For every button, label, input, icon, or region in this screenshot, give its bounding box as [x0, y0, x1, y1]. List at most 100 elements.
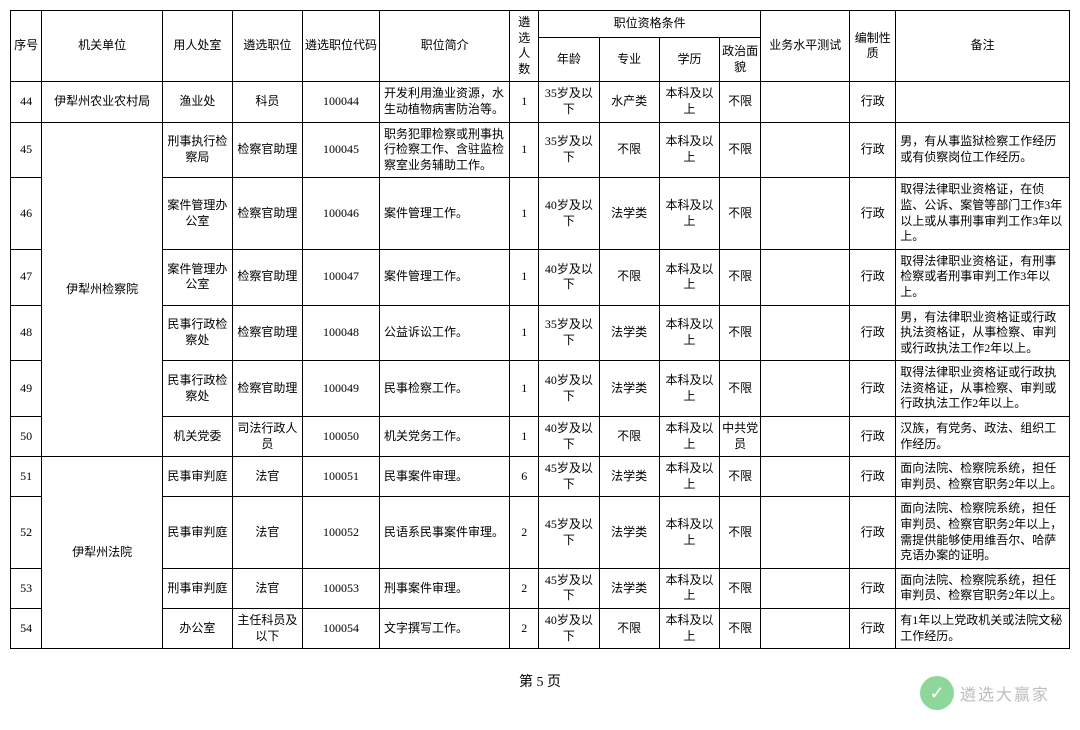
cell-age: 40岁及以下	[539, 249, 599, 305]
cell-pol: 不限	[720, 249, 761, 305]
th-seq: 序号	[11, 11, 42, 82]
cell-cnt: 1	[510, 82, 539, 122]
cell-seq: 54	[11, 609, 42, 649]
cell-type: 行政	[850, 305, 896, 361]
cell-note: 男，有法律职业资格证或行政执法资格证，从事检察、审判或行政执法工作2年以上。	[896, 305, 1070, 361]
cell-cnt: 1	[510, 361, 539, 417]
cell-major: 水产类	[599, 82, 659, 122]
cell-desc: 职务犯罪检察或刑事执行检察工作、含驻监检察室业务辅助工作。	[380, 122, 510, 178]
cell-type: 行政	[850, 178, 896, 249]
th-test: 业务水平测试	[761, 11, 850, 82]
cell-dept: 机关党委	[162, 417, 232, 457]
cell-test	[761, 178, 850, 249]
cell-pos: 检察官助理	[232, 178, 302, 249]
cell-org: 伊犁州检察院	[42, 122, 163, 457]
cell-pos: 检察官助理	[232, 122, 302, 178]
cell-cnt: 1	[510, 249, 539, 305]
cell-age: 40岁及以下	[539, 609, 599, 649]
cell-type: 行政	[850, 609, 896, 649]
cell-desc: 公益诉讼工作。	[380, 305, 510, 361]
cell-seq: 52	[11, 497, 42, 568]
cell-test	[761, 305, 850, 361]
table-row: 44伊犁州农业农村局渔业处科员100044开发利用渔业资源，水生动植物病害防治等…	[11, 82, 1070, 122]
cell-pol: 中共党员	[720, 417, 761, 457]
table-row: 51伊犁州法院民事审判庭法官100051民事案件审理。645岁及以下法学类本科及…	[11, 457, 1070, 497]
cell-seq: 53	[11, 568, 42, 608]
cell-major: 法学类	[599, 497, 659, 568]
th-dept: 用人处室	[162, 11, 232, 82]
th-code: 遴选职位代码	[302, 11, 379, 82]
cell-cnt: 1	[510, 178, 539, 249]
cell-test	[761, 361, 850, 417]
th-edu: 学历	[659, 38, 719, 82]
cell-code: 100045	[302, 122, 379, 178]
cell-type: 行政	[850, 417, 896, 457]
cell-seq: 50	[11, 417, 42, 457]
cell-age: 35岁及以下	[539, 305, 599, 361]
table-row: 47案件管理办公室检察官助理100047案件管理工作。140岁及以下不限本科及以…	[11, 249, 1070, 305]
th-type: 编制性质	[850, 11, 896, 82]
watermark: ✓ 遴选大赢家	[920, 676, 1050, 710]
cell-org: 伊犁州法院	[42, 457, 163, 649]
cell-age: 45岁及以下	[539, 457, 599, 497]
cell-note: 男，有从事监狱检察工作经历或有侦察岗位工作经历。	[896, 122, 1070, 178]
cell-code: 100046	[302, 178, 379, 249]
cell-code: 100050	[302, 417, 379, 457]
cell-age: 35岁及以下	[539, 82, 599, 122]
cell-cnt: 2	[510, 568, 539, 608]
cell-pos: 检察官助理	[232, 361, 302, 417]
cell-age: 45岁及以下	[539, 568, 599, 608]
cell-seq: 46	[11, 178, 42, 249]
cell-seq: 47	[11, 249, 42, 305]
table-row: 48民事行政检察处检察官助理100048公益诉讼工作。135岁及以下法学类本科及…	[11, 305, 1070, 361]
th-pol: 政治面貌	[720, 38, 761, 82]
cell-major: 法学类	[599, 305, 659, 361]
cell-desc: 机关党务工作。	[380, 417, 510, 457]
cell-seq: 51	[11, 457, 42, 497]
cell-dept: 民事审判庭	[162, 497, 232, 568]
table-row: 50机关党委司法行政人员100050机关党务工作。140岁及以下不限本科及以上中…	[11, 417, 1070, 457]
cell-pol: 不限	[720, 361, 761, 417]
cell-cnt: 1	[510, 305, 539, 361]
cell-major: 不限	[599, 609, 659, 649]
cell-code: 100052	[302, 497, 379, 568]
cell-type: 行政	[850, 249, 896, 305]
cell-age: 40岁及以下	[539, 361, 599, 417]
cell-cnt: 2	[510, 609, 539, 649]
cell-pos: 检察官助理	[232, 249, 302, 305]
table-row: 46案件管理办公室检察官助理100046案件管理工作。140岁及以下法学类本科及…	[11, 178, 1070, 249]
cell-dept: 民事行政检察处	[162, 305, 232, 361]
cell-pos: 司法行政人员	[232, 417, 302, 457]
cell-desc: 开发利用渔业资源，水生动植物病害防治等。	[380, 82, 510, 122]
cell-desc: 案件管理工作。	[380, 249, 510, 305]
cell-dept: 渔业处	[162, 82, 232, 122]
cell-note: 面向法院、检察院系统，担任审判员、检察官职务2年以上。	[896, 568, 1070, 608]
cell-desc: 文字撰写工作。	[380, 609, 510, 649]
cell-cnt: 6	[510, 457, 539, 497]
table-row: 49民事行政检察处检察官助理100049民事检察工作。140岁及以下法学类本科及…	[11, 361, 1070, 417]
cell-test	[761, 497, 850, 568]
cell-seq: 49	[11, 361, 42, 417]
cell-type: 行政	[850, 497, 896, 568]
cell-test	[761, 417, 850, 457]
watermark-check-icon: ✓	[920, 676, 954, 710]
cell-edu: 本科及以上	[659, 417, 719, 457]
table-row: 52民事审判庭法官100052民语系民事案件审理。245岁及以下法学类本科及以上…	[11, 497, 1070, 568]
cell-pos: 法官	[232, 457, 302, 497]
cell-note	[896, 82, 1070, 122]
cell-cnt: 2	[510, 497, 539, 568]
cell-note: 取得法律职业资格证，有刑事检察或者刑事审判工作3年以上。	[896, 249, 1070, 305]
cell-code: 100053	[302, 568, 379, 608]
th-qual: 职位资格条件	[539, 11, 761, 38]
table-row: 45伊犁州检察院刑事执行检察局检察官助理100045职务犯罪检察或刑事执行检察工…	[11, 122, 1070, 178]
th-desc: 职位简介	[380, 11, 510, 82]
cell-age: 40岁及以下	[539, 417, 599, 457]
cell-seq: 44	[11, 82, 42, 122]
cell-type: 行政	[850, 122, 896, 178]
cell-desc: 民事案件审理。	[380, 457, 510, 497]
cell-seq: 45	[11, 122, 42, 178]
th-org: 机关单位	[42, 11, 163, 82]
cell-desc: 刑事案件审理。	[380, 568, 510, 608]
cell-edu: 本科及以上	[659, 568, 719, 608]
cell-dept: 刑事执行检察局	[162, 122, 232, 178]
